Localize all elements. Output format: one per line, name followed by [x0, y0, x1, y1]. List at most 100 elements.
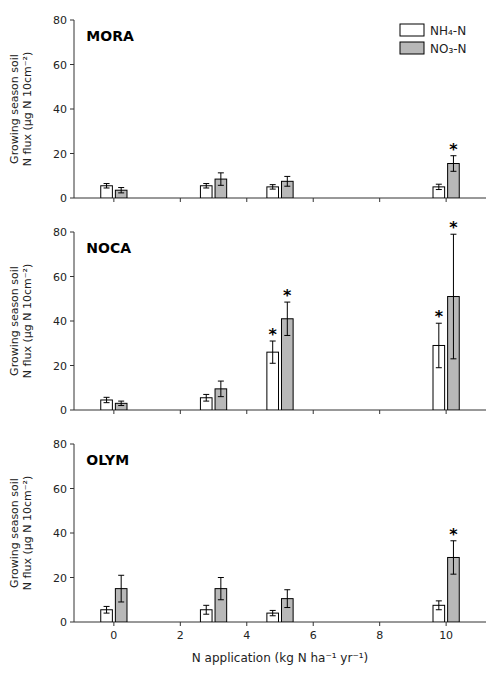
- y-tick-label: 40: [53, 103, 67, 116]
- error-bar-stem: [287, 590, 288, 608]
- y-tick: [70, 365, 74, 366]
- error-bar-cap: [118, 405, 124, 406]
- error-bar: [118, 401, 124, 405]
- error-bar-stem: [453, 541, 454, 574]
- error-bar: [203, 605, 209, 614]
- x-tick-label: 6: [310, 629, 317, 642]
- y-axis-label: Growing season soilN flux (μg N 10cm⁻²): [8, 264, 34, 378]
- error-bar-stem: [121, 188, 122, 193]
- error-bar-stem: [272, 341, 273, 363]
- error-bar-cap: [270, 184, 276, 185]
- plot-area: [101, 156, 460, 198]
- significance-label: *: [449, 525, 458, 544]
- error-bar-cap: [436, 184, 442, 185]
- error-bar: [436, 601, 442, 610]
- x-tick-label: 4: [243, 629, 250, 642]
- error-bar-cap: [218, 381, 224, 382]
- legend-label: NH₄-N: [430, 24, 466, 38]
- significance-label: *: [449, 218, 458, 237]
- error-bar-cap: [104, 606, 110, 607]
- error-bar-cap: [104, 183, 110, 184]
- y-tick-label: 80: [53, 14, 67, 27]
- y-tick-label: 20: [53, 572, 67, 585]
- error-bar-cap: [203, 614, 209, 615]
- x-tick: [180, 410, 181, 414]
- error-bar-cap: [218, 599, 224, 600]
- y-axis-label-line: Growing season soil: [8, 266, 21, 376]
- y-tick: [70, 109, 74, 110]
- legend-label: NO₃-N: [430, 42, 467, 56]
- y-tick: [70, 64, 74, 65]
- y-axis-label-line: Growing season soil: [8, 478, 21, 588]
- panel-title: MORA: [86, 28, 134, 44]
- error-bar: [118, 188, 124, 193]
- error-bar-cap: [284, 335, 290, 336]
- error-bar-stem: [453, 234, 454, 359]
- x-tick: [379, 198, 380, 202]
- x-tick: [446, 622, 447, 626]
- y-axis-label: Growing season soilN flux (μg N 10cm⁻²): [8, 52, 34, 166]
- error-bar-cap: [450, 171, 456, 172]
- significance-label: *: [269, 325, 278, 344]
- x-tick: [446, 198, 447, 202]
- x-tick: [113, 198, 114, 202]
- x-tick: [446, 410, 447, 414]
- y-tick: [70, 321, 74, 322]
- x-tick: [379, 410, 380, 414]
- error-bar-stem: [438, 323, 439, 368]
- error-bar-cap: [118, 192, 124, 193]
- error-bar: [284, 302, 290, 335]
- bar: [200, 186, 212, 198]
- x-tick: [313, 622, 314, 626]
- error-bar-cap: [270, 189, 276, 190]
- error-bar-stem: [206, 605, 207, 614]
- legend-swatch: [400, 42, 424, 54]
- error-bar-stem: [438, 601, 439, 610]
- error-bar: [203, 394, 209, 401]
- plot-area: [101, 234, 460, 410]
- error-bar-cap: [203, 605, 209, 606]
- error-bar-stem: [438, 184, 439, 189]
- bar: [101, 186, 113, 198]
- error-bar-cap: [104, 613, 110, 614]
- error-bar: [270, 185, 276, 189]
- error-bar: [270, 610, 276, 615]
- error-bar: [104, 606, 110, 613]
- y-tick: [70, 198, 74, 199]
- y-tick: [70, 276, 74, 277]
- y-tick-label: 80: [53, 226, 67, 239]
- y-axis-line: [74, 232, 75, 410]
- error-bar: [218, 173, 224, 185]
- error-bar: [218, 381, 224, 397]
- legend: NH₄-N NO₃-N: [400, 24, 467, 56]
- error-bar-stem: [106, 184, 107, 188]
- y-tick: [70, 232, 74, 233]
- y-axis-line: [74, 20, 75, 198]
- y-axis-label-line: N flux (μg N 10cm⁻²): [21, 52, 34, 166]
- significance-label: *: [449, 140, 458, 159]
- y-tick: [70, 153, 74, 154]
- x-tick: [113, 622, 114, 626]
- y-tick: [70, 577, 74, 578]
- x-axis-line: [74, 198, 486, 199]
- x-axis-line: [74, 410, 486, 411]
- x-tick: [113, 410, 114, 414]
- panel-title: NOCA: [86, 240, 131, 256]
- error-bar-stem: [121, 575, 122, 602]
- y-tick: [70, 20, 74, 21]
- panel: 020406080****NOCAGrowing season soilN fl…: [8, 218, 487, 417]
- error-bar-cap: [104, 397, 110, 398]
- error-bar-stem: [220, 578, 221, 600]
- x-axis-line: [74, 622, 486, 623]
- y-axis-label: Growing season soilN flux (μg N 10cm⁻²): [8, 476, 34, 590]
- y-tick: [70, 444, 74, 445]
- y-tick-label: 60: [53, 59, 67, 72]
- error-bar-cap: [284, 589, 290, 590]
- chart-svg: 020406080*MORAGrowing season soilN flux …: [0, 0, 501, 682]
- y-axis-line: [74, 444, 75, 622]
- y-tick: [70, 410, 74, 411]
- error-bar: [104, 397, 110, 402]
- error-bar-cap: [284, 607, 290, 608]
- error-bar: [270, 341, 276, 363]
- significance-label: *: [283, 286, 292, 305]
